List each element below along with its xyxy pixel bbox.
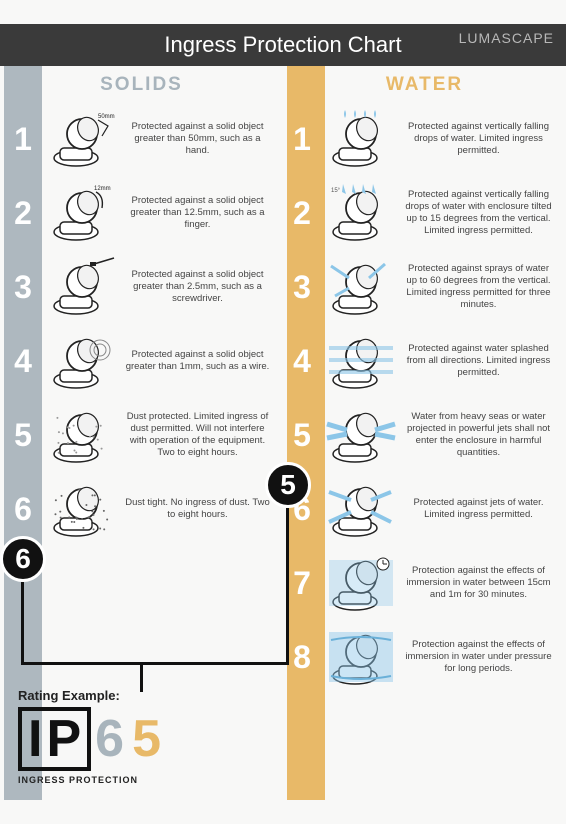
fixture-icon (325, 626, 397, 688)
row-icon (325, 626, 397, 688)
fixture-icon (46, 404, 118, 466)
solids-row: 1 50mm Protected against a solid object … (0, 102, 283, 176)
row-description: Protection against the effects of immers… (401, 639, 560, 675)
row-icon (46, 404, 118, 466)
row-description: Water from heavy seas or water projected… (401, 411, 560, 459)
row-icon (325, 404, 397, 466)
water-highlight-badge: 5 (265, 462, 311, 508)
row-description: Protected against water splashed from al… (401, 343, 560, 379)
ip-letter-p: P (44, 713, 83, 765)
brand-label: LUMASCAPE (459, 30, 554, 46)
row-number: 5 (283, 417, 321, 454)
row-description: Dust tight. No ingress of dust. Two to e… (122, 497, 277, 521)
row-number: 4 (4, 343, 42, 380)
row-number: 2 (4, 195, 42, 232)
row-icon (325, 478, 397, 540)
chart-body: SOLIDS 1 50mm Protected against a solid … (0, 66, 566, 800)
rating-example: Rating Example: I P 6 5 INGRESS PROTECTI… (18, 688, 268, 785)
svg-text:12mm: 12mm (94, 186, 111, 192)
fixture-icon (325, 330, 397, 392)
row-number: 5 (4, 417, 42, 454)
water-row: 2 15° Protected against vertically falli… (283, 176, 566, 250)
fixture-icon: 50mm (46, 108, 118, 170)
row-description: Protected against vertically falling dro… (401, 189, 560, 237)
row-description: Protection against the effects of immers… (401, 565, 560, 601)
fixture-icon: 12mm (46, 182, 118, 244)
fixture-icon: 15° (325, 182, 397, 244)
fixture-icon (325, 256, 397, 318)
row-icon (325, 552, 397, 614)
water-row: 4 Protected against water splashed from … (283, 324, 566, 398)
fixture-icon (46, 330, 118, 392)
row-description: Dust protected. Limited ingress of dust … (122, 411, 277, 459)
water-row: 7 Protection against the effects of imme… (283, 546, 566, 620)
row-description: Protected against a solid object greater… (122, 269, 277, 305)
fixture-icon (325, 552, 397, 614)
row-description: Protected against a solid object greater… (122, 121, 277, 157)
row-icon: 50mm (46, 108, 118, 170)
water-row: 5 Water from heavy seas or water project… (283, 398, 566, 472)
solids-row: 3 Protected against a solid object great… (0, 250, 283, 324)
row-number: 2 (283, 195, 321, 232)
ip-letter-i: I (26, 713, 44, 765)
row-icon (325, 108, 397, 170)
row-number: 1 (283, 121, 321, 158)
fixture-icon (46, 256, 118, 318)
row-icon: 12mm (46, 182, 118, 244)
fixture-icon (46, 478, 118, 540)
connector-line (286, 508, 289, 662)
row-icon: 15° (325, 182, 397, 244)
water-column: WATER 1 Protected against vertically fal… (283, 66, 566, 800)
water-header: WATER (283, 74, 566, 96)
solids-header: SOLIDS (0, 74, 283, 96)
water-row: 8 Protection against the effects of imme… (283, 620, 566, 694)
solids-row: 2 12mm Protected against a solid object … (0, 176, 283, 250)
row-icon (325, 330, 397, 392)
rating-subtitle: INGRESS PROTECTION (18, 775, 268, 785)
row-description: Protected against sprays of water up to … (401, 263, 560, 311)
row-icon (46, 256, 118, 318)
water-row: 1 Protected against vertically falling d… (283, 102, 566, 176)
fixture-icon (325, 404, 397, 466)
fixture-icon (325, 108, 397, 170)
solids-row: 5 Dust protected. Limited ingress of dus… (0, 398, 283, 472)
connector-line (21, 582, 24, 662)
row-icon (46, 478, 118, 540)
ip-digit-water: 5 (128, 713, 165, 765)
row-number: 4 (283, 343, 321, 380)
row-icon (46, 330, 118, 392)
row-number: 3 (4, 269, 42, 306)
row-number: 1 (4, 121, 42, 158)
water-row: 3 Protected against sprays of water up t… (283, 250, 566, 324)
ip-outline: I P (18, 707, 91, 771)
fixture-icon (325, 478, 397, 540)
svg-text:15°: 15° (331, 188, 341, 194)
row-description: Protected against a solid object greater… (122, 349, 277, 373)
svg-text:50mm: 50mm (98, 114, 115, 120)
rating-title: Rating Example: (18, 688, 268, 703)
connector-line (21, 662, 289, 665)
row-number: 3 (283, 269, 321, 306)
row-icon (325, 256, 397, 318)
solids-highlight-badge: 6 (0, 536, 46, 582)
row-description: Protected against a solid object greater… (122, 195, 277, 231)
water-row: 6 Protected against jets of water. Limit… (283, 472, 566, 546)
ip-digit-solids: 6 (91, 713, 128, 765)
row-number: 6 (4, 491, 42, 528)
row-description: Protected against vertically falling dro… (401, 121, 560, 157)
solids-row: 6 Dust tight. No ingress of dust. Two to… (0, 472, 283, 546)
solids-row: 4 Protected against a solid object great… (0, 324, 283, 398)
row-description: Protected against jets of water. Limited… (401, 497, 560, 521)
